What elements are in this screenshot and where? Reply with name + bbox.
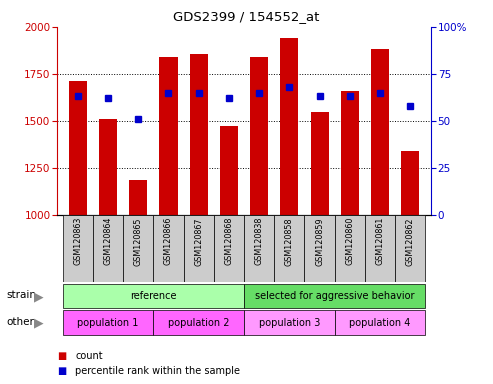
Text: strain: strain (6, 290, 36, 300)
Bar (335, 215, 365, 282)
Text: population 4: population 4 (350, 318, 411, 328)
Text: GSM120859: GSM120859 (315, 217, 324, 266)
Text: GSM120838: GSM120838 (255, 217, 264, 265)
Bar (63, 283, 244, 308)
Text: GSM120862: GSM120862 (406, 217, 415, 266)
Bar (63, 310, 153, 334)
Bar (335, 310, 425, 334)
Text: GSM120864: GSM120864 (104, 217, 112, 265)
Bar (214, 215, 244, 282)
Bar (244, 310, 335, 334)
Bar (69, 81, 87, 215)
Bar (220, 126, 238, 215)
Text: GSM120860: GSM120860 (345, 217, 354, 265)
Text: GSM120868: GSM120868 (224, 217, 233, 265)
Text: other: other (6, 317, 35, 327)
Text: population 1: population 1 (77, 318, 139, 328)
Bar (153, 310, 244, 334)
Text: GSM120867: GSM120867 (194, 217, 203, 266)
Bar (99, 119, 117, 215)
Bar (311, 113, 329, 215)
Bar (371, 50, 389, 215)
Text: ▶: ▶ (34, 290, 43, 303)
Bar (129, 180, 147, 215)
Text: GSM120863: GSM120863 (73, 217, 82, 265)
Bar (93, 215, 123, 282)
Text: population 3: population 3 (259, 318, 320, 328)
Bar (274, 215, 305, 282)
Text: GSM120865: GSM120865 (134, 217, 143, 266)
Bar (183, 215, 214, 282)
Bar (305, 215, 335, 282)
Text: ■: ■ (57, 351, 66, 361)
Text: reference: reference (130, 291, 176, 301)
Text: GSM120858: GSM120858 (285, 217, 294, 266)
Bar (63, 215, 93, 282)
Bar (159, 57, 177, 215)
Bar (365, 215, 395, 282)
Bar (190, 54, 208, 215)
Bar (395, 215, 425, 282)
Bar (250, 57, 268, 215)
Bar (123, 215, 153, 282)
Text: percentile rank within the sample: percentile rank within the sample (75, 366, 241, 376)
Text: GSM120861: GSM120861 (376, 217, 385, 265)
Bar (341, 91, 359, 215)
Text: ■: ■ (57, 366, 66, 376)
Text: population 2: population 2 (168, 318, 229, 328)
Bar (281, 38, 298, 215)
Text: GSM120866: GSM120866 (164, 217, 173, 265)
Bar (244, 283, 425, 308)
Text: selected for aggressive behavior: selected for aggressive behavior (255, 291, 415, 301)
Bar (153, 215, 183, 282)
Text: GDS2399 / 154552_at: GDS2399 / 154552_at (174, 10, 319, 23)
Text: ▶: ▶ (34, 317, 43, 330)
Text: count: count (75, 351, 103, 361)
Bar (401, 151, 419, 215)
Bar (244, 215, 274, 282)
